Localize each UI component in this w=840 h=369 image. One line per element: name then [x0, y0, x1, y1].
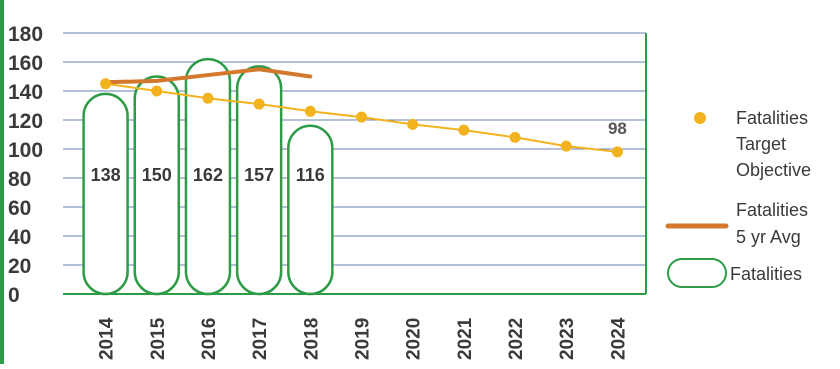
target-point — [304, 105, 316, 117]
bar-value-label: 138 — [91, 165, 121, 185]
y-tick-label: 140 — [8, 81, 43, 104]
x-axis-ticks: 2014 2015 2016 2017 2018 2019 2020 2021 2022 2023… — [97, 317, 630, 360]
target-point — [151, 85, 163, 97]
target-point — [253, 98, 265, 110]
x-tick-label: 2022 — [506, 318, 527, 360]
bar-value-label: 162 — [193, 165, 223, 185]
fatalities-bar — [82, 92, 129, 296]
fatalities-bar — [235, 65, 283, 296]
x-tick-label: 2021 — [455, 317, 476, 360]
fatalities-bar — [287, 124, 334, 296]
y-tick-label: 0 — [8, 284, 20, 307]
fatalities-bar — [133, 75, 181, 296]
x-tick-label: 2018 — [301, 318, 322, 360]
x-tick-label: 2024 — [608, 317, 629, 360]
x-tick-label: 2014 — [97, 317, 118, 360]
x-tick-label: 2019 — [353, 318, 374, 360]
bar-value-label: 116 — [296, 165, 325, 185]
target-point — [560, 140, 572, 152]
fatalities-bars: 138 150 162 157 116 — [82, 57, 334, 296]
y-tick-label: 20 — [8, 255, 31, 278]
left-border-accent — [0, 0, 4, 364]
target-point — [407, 118, 419, 130]
x-tick-label: 2017 — [250, 318, 271, 360]
x-tick-label: 2020 — [404, 318, 425, 360]
legend-dot-marker — [694, 112, 706, 124]
x-tick-label: 2016 — [199, 318, 220, 360]
legend-label: Objective — [736, 160, 811, 180]
target-point — [202, 92, 214, 104]
target-value-label: 98 — [608, 119, 627, 138]
legend-bar-marker — [667, 258, 727, 288]
y-tick-label: 100 — [8, 139, 43, 162]
legend-label: Fatalities — [730, 264, 802, 284]
y-tick-label: 120 — [8, 110, 43, 133]
avg-line-path — [103, 67, 313, 85]
x-tick-label: 2023 — [557, 318, 578, 360]
legend-label: 5 yr Avg — [736, 227, 801, 247]
legend-label: Target — [736, 134, 786, 154]
target-point — [509, 131, 521, 143]
legend: Fatalities Target Objective Fatalities 5 yr … — [665, 108, 811, 288]
y-tick-label: 80 — [8, 168, 31, 191]
legend-label: Fatalities — [736, 108, 808, 128]
bar-value-label: 157 — [244, 165, 274, 185]
y-axis-ticks: 0 20 40 60 80 100 120 140 160 180 — [8, 23, 43, 307]
target-point — [611, 146, 623, 158]
y-tick-label: 60 — [8, 197, 31, 220]
y-tick-label: 160 — [8, 52, 43, 75]
target-point — [100, 78, 112, 90]
target-objective-line: 98 — [100, 78, 627, 158]
bar-value-label: 150 — [142, 165, 172, 185]
legend-label: Fatalities — [736, 200, 808, 220]
fatalities-bar — [184, 57, 232, 296]
target-point — [356, 111, 367, 123]
x-tick-label: 2015 — [148, 317, 169, 360]
y-tick-label: 180 — [8, 23, 43, 46]
target-point — [458, 124, 470, 136]
y-tick-label: 40 — [8, 226, 31, 249]
five-year-avg-line — [103, 67, 313, 85]
